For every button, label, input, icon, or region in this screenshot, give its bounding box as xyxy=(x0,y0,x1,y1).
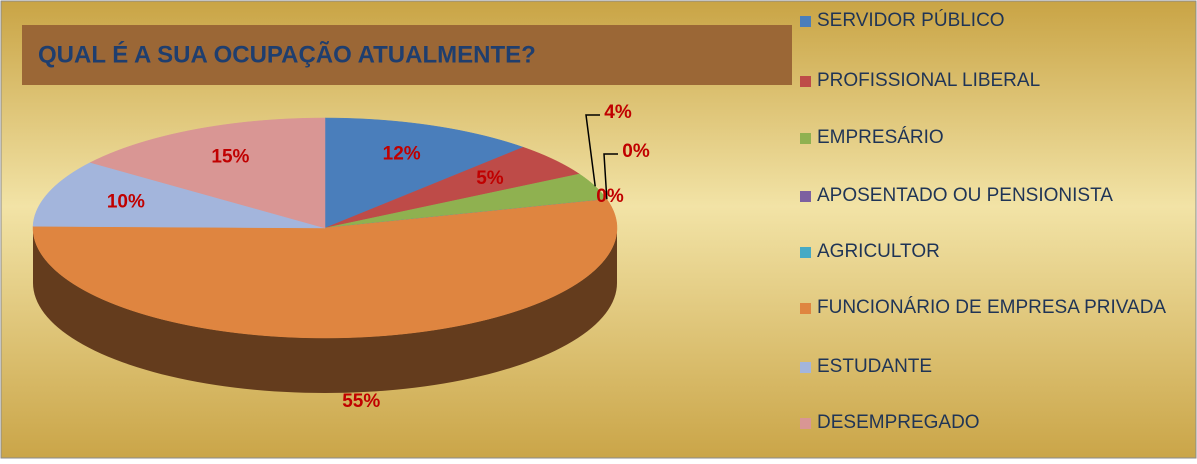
data-label: 5% xyxy=(476,168,504,189)
data-label: 10% xyxy=(107,192,145,213)
legend-item: SERVIDOR PÚBLICO xyxy=(800,9,1197,33)
legend-item: ESTUDANTE xyxy=(800,355,1197,379)
leader-line xyxy=(585,114,600,187)
legend-label: ESTUDANTE xyxy=(817,356,933,377)
pie-slice xyxy=(324,146,581,229)
legend-label: EMPRESÁRIO xyxy=(817,127,944,148)
data-label: 15% xyxy=(211,146,249,167)
data-label: 0% xyxy=(622,141,650,162)
data-label: 4% xyxy=(604,102,632,123)
legend-item: AGRICULTOR xyxy=(800,240,1197,264)
legend-swatch xyxy=(800,191,811,202)
legend-swatch xyxy=(800,133,811,144)
data-label: 0% xyxy=(596,186,624,207)
legend-item: EMPRESÁRIO xyxy=(800,126,1197,150)
pie-slice xyxy=(89,117,326,229)
pie-slice xyxy=(324,117,525,229)
legend-item: APOSENTADO OU PENSIONISTA xyxy=(800,184,1197,208)
pie-side xyxy=(33,228,617,393)
pie-slice xyxy=(32,162,326,229)
legend-item: DESEMPREGADO xyxy=(800,411,1197,435)
legend-swatch xyxy=(800,303,811,314)
data-label: 12% xyxy=(383,143,421,164)
legend-label: AGRICULTOR xyxy=(817,241,940,262)
legend-label: DESEMPREGADO xyxy=(817,412,980,433)
legend-item: PROFISSIONAL LIBERAL xyxy=(800,69,1197,93)
data-label: 55% xyxy=(342,391,380,412)
legend-swatch xyxy=(800,362,811,373)
legend-label: FUNCIONÁRIO DE EMPRESA PRIVADA xyxy=(817,297,1167,318)
legend-swatch xyxy=(800,76,811,87)
legend-swatch xyxy=(800,418,811,429)
leader-line xyxy=(603,153,618,200)
legend-swatch xyxy=(800,16,811,27)
title-bar xyxy=(22,25,792,85)
pie-slice xyxy=(32,198,618,339)
legend-label: PROFISSIONAL LIBERAL xyxy=(817,70,1041,91)
legend-label: APOSENTADO OU PENSIONISTA xyxy=(817,185,1113,206)
legend-label: SERVIDOR PÚBLICO xyxy=(817,10,1005,31)
legend-swatch xyxy=(800,247,811,258)
legend-item: FUNCIONÁRIO DE EMPRESA PRIVADA xyxy=(800,296,1197,320)
chart-title: QUAL É A SUA OCUPAÇÃO ATUALMENTE? xyxy=(38,40,536,68)
